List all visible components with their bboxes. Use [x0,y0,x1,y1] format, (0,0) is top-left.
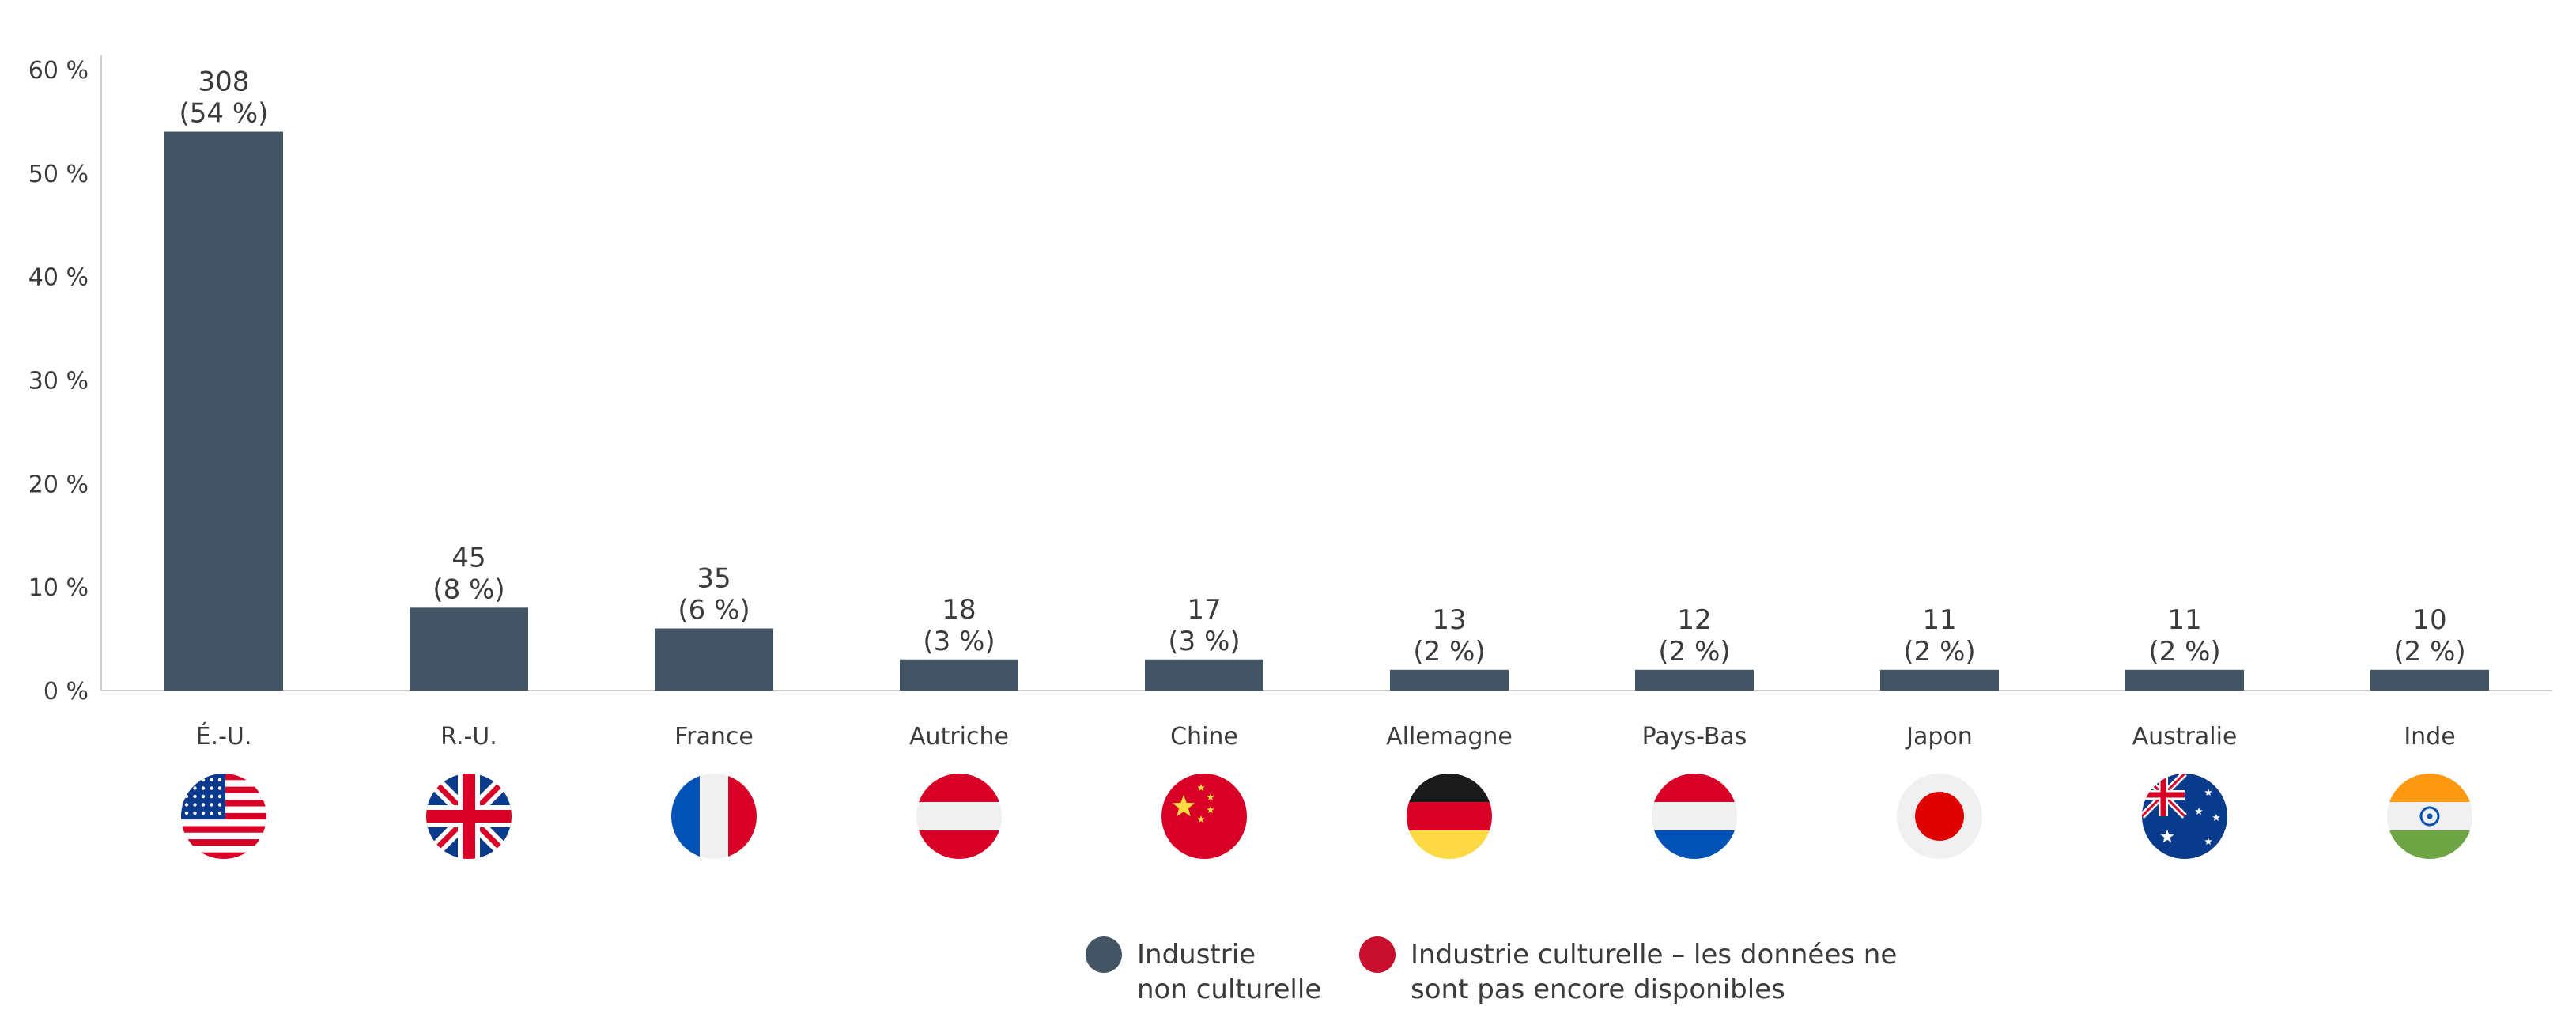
legend-swatch [1359,936,1396,973]
bar [410,607,528,691]
bar [2125,669,2244,691]
bar-percent-label: (8 %) [432,573,504,605]
bar-count-label: 308 [198,66,250,98]
bar-count-label: 18 [942,594,976,626]
legend-item: Industrie non culturelle [1086,936,1321,1005]
x-tick-label: Chine [1170,723,1238,751]
bar-count-label: 35 [697,563,731,595]
x-tick-label: Inde [2404,723,2455,751]
bar [900,659,1018,691]
x-tick-label: Japon [1905,723,1973,751]
y-tick-label: 30 % [28,368,89,395]
data-labels: 308(54 %)45(8 %) 35(6 %) 18(3 %)17(3 %)13(… [179,66,2466,668]
bar-count-label: 13 [1432,604,1466,636]
bar [1635,669,1754,691]
x-tick-label: Australie [2132,723,2238,751]
india-flag-icon [2387,774,2472,859]
bar [1390,669,1509,691]
bar [1880,669,1999,691]
y-tick-label: 50 % [28,161,89,188]
bar-percent-label: (3 %) [923,626,995,657]
bar-count-label: 11 [2167,604,2201,636]
legend: Industrie non culturelle Industrie culture… [1086,936,1897,1005]
x-tick-label: Autriche [909,723,1009,751]
australia-flag-icon [2142,774,2227,859]
y-tick-label: 0 % [43,678,89,706]
bar-percent-label: (54 %) [179,98,269,130]
bars [164,131,2489,691]
bar-percent-label: (2 %) [2148,636,2220,668]
y-tick-label: 10 % [28,574,89,602]
bar [2370,669,2489,691]
bar-count-label: 10 [2412,604,2446,636]
y-tick-label: 20 % [28,471,89,498]
netherlands-flag-icon [1652,774,1737,859]
legend-item: Industrie culturelle – les données ne son… [1359,936,1897,1005]
bar-percent-label: (6 %) [678,595,750,626]
bar-percent-label: (2 %) [2393,636,2465,668]
bar-percent-label: (2 %) [1658,636,1730,668]
bar [164,131,283,691]
category-labels: É.-U. R.-U. France Autriche Chine Allemagne Pa… [196,722,2456,751]
legend-label-line2: sont pas encore disponibles [1411,974,1785,1005]
x-tick-label: France [674,723,754,751]
legend-label-line2: non culturelle [1137,974,1321,1005]
austria-flag-icon [916,774,1002,859]
bar-count-label: 12 [1677,604,1711,636]
bar-count-label: 17 [1187,594,1221,626]
x-tick-label: R.-U. [440,723,497,751]
bar [1145,659,1263,691]
germany-flag-icon [1407,774,1492,859]
uk-flag-icon [426,774,512,859]
us-flag-icon [181,774,266,859]
bar-percent-label: (2 %) [1413,636,1485,668]
x-tick-label: É.-U. [196,722,252,751]
china-flag-icon [1161,774,1247,859]
legend-swatch [1086,936,1122,973]
flags [181,774,2472,859]
bar-percent-label: (2 %) [1903,636,1975,668]
france-flag-icon [671,774,757,859]
bar-percent-label: (3 %) [1168,626,1240,657]
x-tick-label: Allemagne [1386,723,1513,751]
y-tick-label: 60 % [28,57,89,85]
bar-count-label: 45 [451,542,485,573]
y-tick-label: 40 % [28,264,89,292]
bar-count-label: 11 [1922,604,1956,636]
japan-flag-icon [1897,774,1982,859]
x-tick-label: Pays-Bas [1642,723,1747,751]
legend-label-line1: Industrie culturelle – les données ne [1411,939,1897,970]
bar [655,628,773,691]
legend-label-line1: Industrie [1137,939,1256,970]
